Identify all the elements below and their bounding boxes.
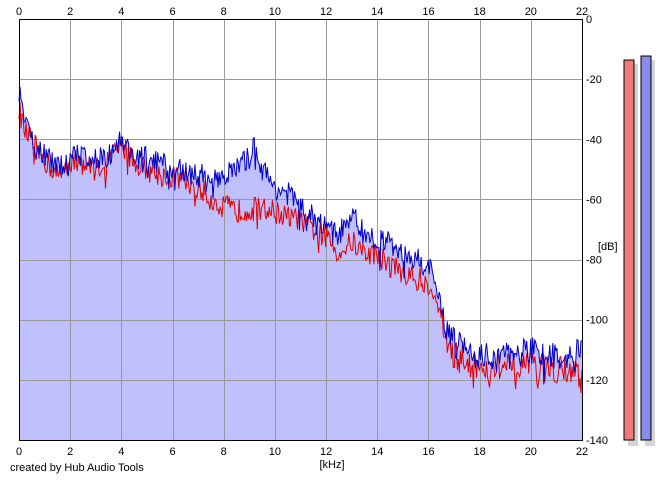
x-tick-label-bottom: 22: [576, 446, 588, 458]
x-tick-label-top: 8: [221, 6, 227, 18]
x-tick-label-bottom: 12: [320, 446, 332, 458]
x-tick-label-top: 20: [525, 6, 537, 18]
x-tick-label-top: 18: [474, 6, 486, 18]
x-tick-label-bottom: 16: [422, 446, 434, 458]
x-tick-label-top: 0: [16, 6, 22, 18]
x-tick-label-top: 16: [422, 6, 434, 18]
y-tick-label: -40: [586, 134, 602, 146]
y-tick-label: 0: [586, 14, 592, 26]
y-tick-label: -100: [586, 315, 608, 327]
series-lines: [18, 86, 583, 394]
credit-text: created by Hub Audio Tools: [10, 462, 144, 474]
x-axis-label: [kHz]: [319, 459, 344, 471]
y-tick-label: -20: [586, 74, 602, 86]
x-tick-label-bottom: 18: [474, 446, 486, 458]
x-tick-label-top: 2: [67, 6, 73, 18]
x-tick-label-top: 6: [169, 6, 175, 18]
x-tick-label-top: 22: [576, 6, 588, 18]
x-tick-label-bottom: 6: [169, 446, 175, 458]
x-tick-label-top: 12: [320, 6, 332, 18]
y-tick-label: -60: [586, 194, 602, 206]
x-tick-label-bottom: 10: [269, 446, 281, 458]
y-tick-label: -120: [586, 375, 608, 387]
y-tick-label: -80: [586, 255, 602, 267]
tick-labels: 002244668810101212141416161818202022220-…: [16, 6, 608, 458]
level-meter-left: [623, 59, 638, 446]
x-tick-label-bottom: 14: [371, 446, 383, 458]
y-axis-label: [dB]: [598, 241, 618, 253]
y-tick-label: -140: [586, 435, 608, 447]
x-tick-label-bottom: 2: [67, 446, 73, 458]
plot-frame: [19, 19, 583, 441]
x-tick-label-bottom: 20: [525, 446, 537, 458]
x-tick-label-bottom: 8: [221, 446, 227, 458]
series-line-right: [18, 86, 583, 385]
x-tick-label-top: 10: [269, 6, 281, 18]
x-tick-label-top: 4: [118, 6, 124, 18]
x-tick-label-bottom: 4: [118, 446, 124, 458]
x-tick-label-top: 14: [371, 6, 383, 18]
level-meter-right: [640, 55, 655, 446]
x-tick-label-bottom: 0: [16, 446, 22, 458]
